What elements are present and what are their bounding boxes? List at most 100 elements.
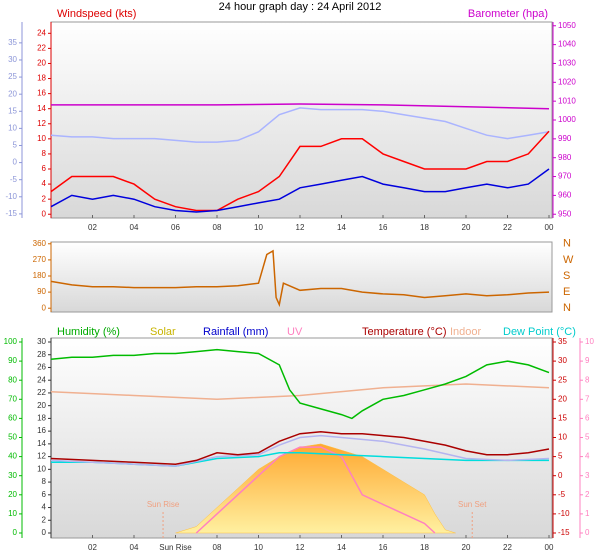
series-line bbox=[50, 431, 550, 465]
series-line bbox=[50, 434, 550, 467]
y-tick-label: 4 bbox=[585, 452, 590, 461]
x-tick-label: 02 bbox=[88, 543, 97, 552]
y-tick-label: 18 bbox=[37, 414, 46, 423]
y-tick-label: 20 bbox=[8, 89, 17, 98]
y-tick-label: 180 bbox=[33, 271, 47, 280]
x-tick-label: 10 bbox=[254, 543, 263, 552]
x-tick-label: 08 bbox=[213, 543, 222, 552]
y-tick-label: 2 bbox=[42, 194, 47, 203]
legend-label: Solar bbox=[150, 326, 176, 338]
y-tick-label: 0 bbox=[13, 158, 18, 167]
y-tick-label: -5 bbox=[10, 175, 18, 184]
y-tick-label: E bbox=[563, 286, 570, 298]
y-tick-label: 20 bbox=[558, 394, 567, 403]
y-tick-label: 8 bbox=[585, 375, 590, 384]
x-tick-label: 12 bbox=[296, 543, 305, 552]
x-tick-label: 00 bbox=[545, 543, 554, 552]
x-tick-label: 22 bbox=[503, 543, 512, 552]
y-tick-label: 30 bbox=[37, 337, 46, 346]
y-tick-label: 1030 bbox=[558, 59, 576, 68]
x-tick-label: 06 bbox=[171, 223, 180, 232]
title: 24 hour graph day : 24 April 2012 bbox=[219, 1, 382, 13]
y-tick-label: 950 bbox=[558, 209, 572, 218]
x-tick-label: 20 bbox=[462, 223, 471, 232]
y-tick-label: 5 bbox=[558, 452, 563, 461]
y-tick-label: 90 bbox=[8, 356, 17, 365]
y-tick-label: 1020 bbox=[558, 77, 576, 86]
x-tick-label: 22 bbox=[503, 223, 512, 232]
y-tick-label: 10 bbox=[8, 509, 17, 518]
y-tick-label: 12 bbox=[37, 119, 46, 128]
series-line bbox=[50, 107, 550, 143]
y-tick-label: 4 bbox=[42, 179, 47, 188]
y-tick-label: 25 bbox=[8, 72, 17, 81]
annotation: Sun Set bbox=[458, 500, 487, 509]
y-tick-label: 60 bbox=[8, 414, 17, 423]
y-tick-label: 7 bbox=[585, 394, 590, 403]
y-tick-label: 10 bbox=[8, 123, 17, 132]
y-tick-label: 960 bbox=[558, 190, 572, 199]
legend-label: Indoor bbox=[450, 326, 482, 338]
x-tick-label: 12 bbox=[296, 223, 305, 232]
y-tick-label: 26 bbox=[37, 363, 46, 372]
y-tick-label: 35 bbox=[8, 38, 17, 47]
series-line bbox=[50, 130, 550, 212]
plot-area bbox=[50, 241, 553, 313]
y-tick-label: 18 bbox=[37, 74, 46, 83]
y-tick-label: 20 bbox=[37, 59, 46, 68]
y-tick-label: 0 bbox=[558, 471, 563, 480]
x-tick-label: 04 bbox=[130, 543, 139, 552]
y-tick-label: W bbox=[563, 254, 574, 266]
y-tick-label: 24 bbox=[37, 28, 46, 37]
y-tick-label: -10 bbox=[558, 509, 570, 518]
y-tick-label: 0 bbox=[42, 209, 47, 218]
y-tick-label: 15 bbox=[558, 414, 567, 423]
y-tick-label: S bbox=[563, 270, 570, 282]
y-tick-label: 24 bbox=[37, 375, 46, 384]
y-tick-label: 25 bbox=[558, 375, 567, 384]
y-tick-label: 6 bbox=[42, 490, 47, 499]
x-tick-label: 14 bbox=[337, 543, 346, 552]
series-line bbox=[195, 446, 436, 534]
x-tick-label: 10 bbox=[254, 223, 263, 232]
y-tick-label: 4 bbox=[42, 503, 47, 512]
y-tick-label: 22 bbox=[37, 43, 46, 52]
series-line bbox=[50, 249, 550, 308]
solar-area bbox=[175, 443, 456, 534]
y-tick-label: 20 bbox=[8, 490, 17, 499]
y-tick-label: 12 bbox=[37, 452, 46, 461]
y-tick-label: N bbox=[563, 302, 571, 314]
y-tick-label: -15 bbox=[5, 209, 17, 218]
y-tick-label: 5 bbox=[585, 433, 590, 442]
plot-area bbox=[50, 21, 553, 219]
y-tick-label: 2 bbox=[42, 515, 47, 524]
y-tick-label: 35 bbox=[558, 337, 567, 346]
y-tick-label: 22 bbox=[37, 388, 46, 397]
y-tick-label: 10 bbox=[37, 134, 46, 143]
x-tick-label: Sun Rise bbox=[159, 543, 192, 552]
y-tick-label: 90 bbox=[37, 287, 46, 296]
y-tick-label: 0 bbox=[42, 303, 47, 312]
y-tick-label: 1000 bbox=[558, 115, 576, 124]
y-tick-label: 1 bbox=[585, 509, 590, 518]
x-tick-label: 18 bbox=[420, 223, 429, 232]
axis-title: Barometer (hpa) bbox=[468, 8, 548, 20]
axis-title: Windspeed (kts) bbox=[57, 8, 136, 20]
y-tick-label: 70 bbox=[8, 394, 17, 403]
y-tick-label: 0 bbox=[13, 528, 18, 537]
y-tick-label: 10 bbox=[37, 464, 46, 473]
y-tick-label: 14 bbox=[37, 104, 46, 113]
legend-label: Temperature (°C) bbox=[362, 326, 446, 338]
series-line bbox=[50, 348, 550, 420]
x-tick-label: 14 bbox=[337, 223, 346, 232]
y-tick-label: 80 bbox=[8, 375, 17, 384]
y-tick-label: 8 bbox=[42, 149, 47, 158]
y-tick-label: 1010 bbox=[558, 96, 576, 105]
y-tick-label: 100 bbox=[4, 337, 18, 346]
y-tick-label: 30 bbox=[8, 471, 17, 480]
x-tick-label: 16 bbox=[379, 223, 388, 232]
x-tick-label: 16 bbox=[379, 543, 388, 552]
y-tick-label: 3 bbox=[585, 471, 590, 480]
x-tick-label: 02 bbox=[88, 223, 97, 232]
y-tick-label: 8 bbox=[42, 477, 47, 486]
